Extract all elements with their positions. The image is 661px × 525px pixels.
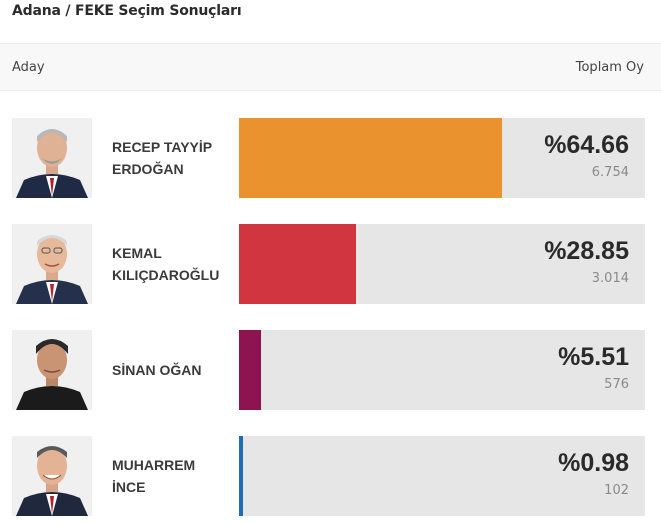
candidate-column-header: Aday xyxy=(12,60,45,75)
candidate-row: SİNAN OĞAN %5.51 576 xyxy=(0,330,661,410)
vote-share-bar: %28.85 3.014 xyxy=(239,224,645,304)
candidate-surname: ERDOĞAN xyxy=(112,161,184,177)
vote-share-fill xyxy=(239,224,356,304)
vote-share-fill xyxy=(239,436,243,516)
vote-count: 3.014 xyxy=(591,271,629,286)
vote-share-bar: %5.51 576 xyxy=(239,330,645,410)
vote-share-bar: %64.66 6.754 xyxy=(239,118,645,198)
candidate-row: RECEP TAYYİP ERDOĞAN %64.66 6.754 xyxy=(0,118,661,198)
candidate-photo xyxy=(12,330,92,410)
candidate-photo xyxy=(12,224,92,304)
candidate-surname: KILIÇDAROĞLU xyxy=(112,267,220,283)
candidate-row: MUHARREM İNCE %0.98 102 xyxy=(0,436,661,516)
vote-percentage: %64.66 xyxy=(544,131,629,159)
vote-count: 6.754 xyxy=(591,165,629,180)
results-table-header: Aday Toplam Oy xyxy=(0,43,661,91)
candidate-surname: İNCE xyxy=(112,479,146,495)
candidate-name: SİNAN OĞAN xyxy=(112,362,202,378)
candidate-name: MUHARREM xyxy=(112,457,196,473)
vote-share-bar: %0.98 102 xyxy=(239,436,645,516)
total-votes-column-header: Toplam Oy xyxy=(575,60,644,75)
candidate-row: KEMAL KILIÇDAROĞLU %28.85 3.014 xyxy=(0,224,661,304)
candidate-name: RECEP TAYYİP xyxy=(112,139,213,155)
vote-percentage: %5.51 xyxy=(558,343,629,371)
vote-percentage: %0.98 xyxy=(558,449,629,477)
vote-count: 102 xyxy=(604,483,629,498)
page-title: Adana / FEKE Seçim Sonuçları xyxy=(12,3,242,19)
candidate-photo xyxy=(12,118,92,198)
candidate-name: KEMAL xyxy=(112,245,162,261)
vote-percentage: %28.85 xyxy=(544,237,629,265)
vote-share-fill xyxy=(239,118,502,198)
vote-share-fill xyxy=(239,330,261,410)
vote-count: 576 xyxy=(604,377,629,392)
candidate-photo xyxy=(12,436,92,516)
